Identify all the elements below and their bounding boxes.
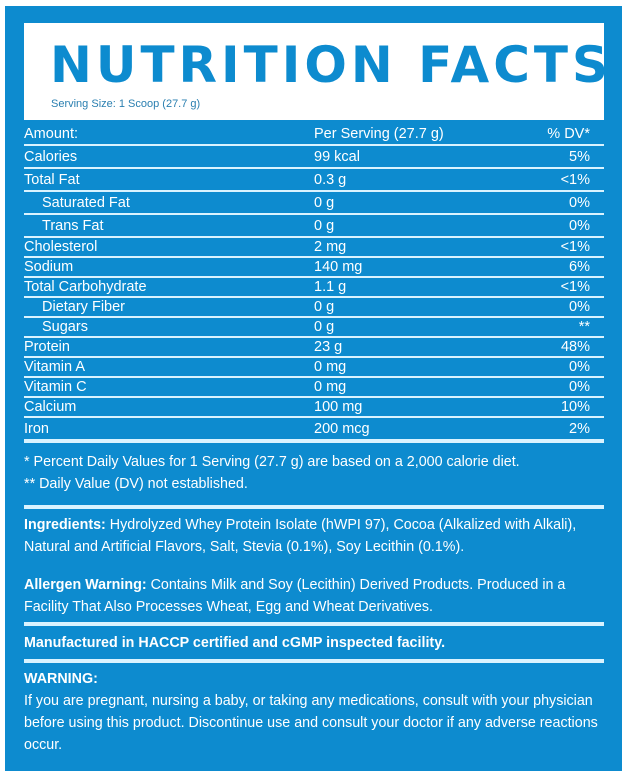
ingredients: Ingredients: Hydrolyzed Whey Protein Iso… [24, 514, 604, 558]
table-row: Sodium 140 mg 6% [24, 258, 604, 278]
nutrient-amount: 23 g [314, 339, 343, 355]
table-row: Sugars 0 g ** [24, 318, 604, 338]
manufactured-note: Manufactured in HACCP certified and cGMP… [24, 635, 446, 651]
divider [24, 505, 604, 509]
nutrient-name: Calories [24, 148, 78, 165]
nutrient-dv: 5% [569, 148, 590, 165]
nutrient-amount: 200 mcg [314, 420, 370, 437]
header-per-serving: Per Serving (27.7 g) [314, 126, 444, 142]
table-row: Total Carbohydrate 1.1 g <1% [24, 278, 604, 298]
page-title: NUTRITION FACTS [50, 36, 613, 94]
ingredients-label: Ingredients: [24, 517, 106, 533]
warning-text: If you are pregnant, nursing a baby, or … [24, 693, 598, 753]
nutrient-name: Saturated Fat [42, 194, 130, 211]
nutrient-name: Dietary Fiber [42, 299, 125, 315]
nutrient-amount: 0 mg [314, 379, 347, 395]
table-row: Total Fat 0.3 g <1% [24, 169, 604, 192]
divider [24, 622, 604, 626]
table-row: Saturated Fat 0 g 0% [24, 192, 604, 215]
title-box: NUTRITION FACTS Serving Size: 1 Scoop (2… [24, 23, 608, 120]
header-amount: Amount: [24, 126, 78, 142]
nutrient-dv: 0% [569, 217, 590, 234]
nutrient-name: Iron [24, 420, 49, 437]
nutrient-name: Sugars [42, 319, 88, 335]
nutrient-name: Total Fat [24, 171, 80, 188]
nutrient-name: Trans Fat [42, 217, 104, 234]
nutrient-dv: 0% [569, 299, 590, 315]
table-body: Calories 99 kcal 5% Total Fat 0.3 g <1% Satura… [24, 146, 604, 443]
nutrient-amount: 0.3 g [314, 171, 347, 188]
nutrient-name: Vitamin A [24, 359, 85, 375]
table-row: Cholesterol 2 mg <1% [24, 238, 604, 258]
allergen-warning: Allergen Warning: Contains Milk and Soy … [24, 574, 604, 618]
nutrient-dv: ** [578, 319, 590, 335]
nutrient-dv: 0% [569, 379, 590, 395]
nutrition-table: Amount: Per Serving (27.7 g) % DV* Calor… [24, 124, 604, 443]
table-row: Iron 200 mcg 2% [24, 418, 604, 443]
nutrient-amount: 0 mg [314, 359, 347, 375]
nutrient-dv: 6% [569, 259, 590, 275]
nutrient-amount: 99 kcal [314, 148, 360, 165]
divider [24, 659, 604, 663]
nutrient-amount: 0 g [314, 319, 335, 335]
footnote: ** Daily Value (DV) not established. [24, 476, 248, 492]
nutrient-amount: 100 mg [314, 399, 363, 415]
nutrient-dv: 0% [569, 194, 590, 211]
nutrient-amount: 0 g [314, 194, 335, 211]
nutrient-name: Protein [24, 339, 70, 355]
nutrition-label-panel: NUTRITION FACTS Serving Size: 1 Scoop (2… [5, 6, 622, 771]
nutrient-dv: 48% [560, 339, 590, 355]
warning: WARNING: If you are pregnant, nursing a … [24, 668, 604, 756]
nutrient-amount: 0 g [314, 217, 335, 234]
header-dv: % DV* [547, 126, 590, 142]
nutrient-amount: 2 mg [314, 239, 347, 255]
table-row: Vitamin C 0 mg 0% [24, 378, 604, 398]
ingredients-text: Hydrolyzed Whey Protein Isolate (hWPI 97… [24, 517, 577, 555]
nutrient-amount: 1.1 g [314, 279, 347, 295]
footnotes: * Percent Daily Values for 1 Serving (27… [24, 451, 604, 495]
table-row: Trans Fat 0 g 0% [24, 215, 604, 238]
nutrient-name: Cholesterol [24, 239, 98, 255]
nutrient-amount: 140 mg [314, 259, 363, 275]
table-header: Amount: Per Serving (27.7 g) % DV* [24, 124, 604, 146]
nutrient-name: Total Carbohydrate [24, 279, 147, 295]
nutrient-dv: 2% [569, 420, 590, 437]
nutrient-name: Sodium [24, 259, 74, 275]
nutrient-dv: 10% [560, 399, 590, 415]
nutrient-name: Calcium [24, 399, 77, 415]
nutrient-dv: <1% [560, 239, 590, 255]
nutrient-dv: 0% [569, 359, 590, 375]
allergen-text: Contains Milk and Soy (Lecithin) Derived… [24, 577, 566, 615]
table-row: Protein 23 g 48% [24, 338, 604, 358]
nutrient-amount: 0 g [314, 299, 335, 315]
serving-size: Serving Size: 1 Scoop (27.7 g) [51, 98, 201, 110]
table-row: Calories 99 kcal 5% [24, 146, 604, 169]
warning-label: WARNING: [24, 671, 98, 687]
table-row: Calcium 100 mg 10% [24, 398, 604, 418]
nutrient-name: Vitamin C [24, 379, 87, 395]
table-row: Vitamin A 0 mg 0% [24, 358, 604, 378]
nutrient-dv: <1% [560, 171, 590, 188]
table-row: Dietary Fiber 0 g 0% [24, 298, 604, 318]
allergen-label: Allergen Warning: [24, 577, 147, 593]
nutrient-dv: <1% [560, 279, 590, 295]
footnote: * Percent Daily Values for 1 Serving (27… [24, 454, 520, 470]
